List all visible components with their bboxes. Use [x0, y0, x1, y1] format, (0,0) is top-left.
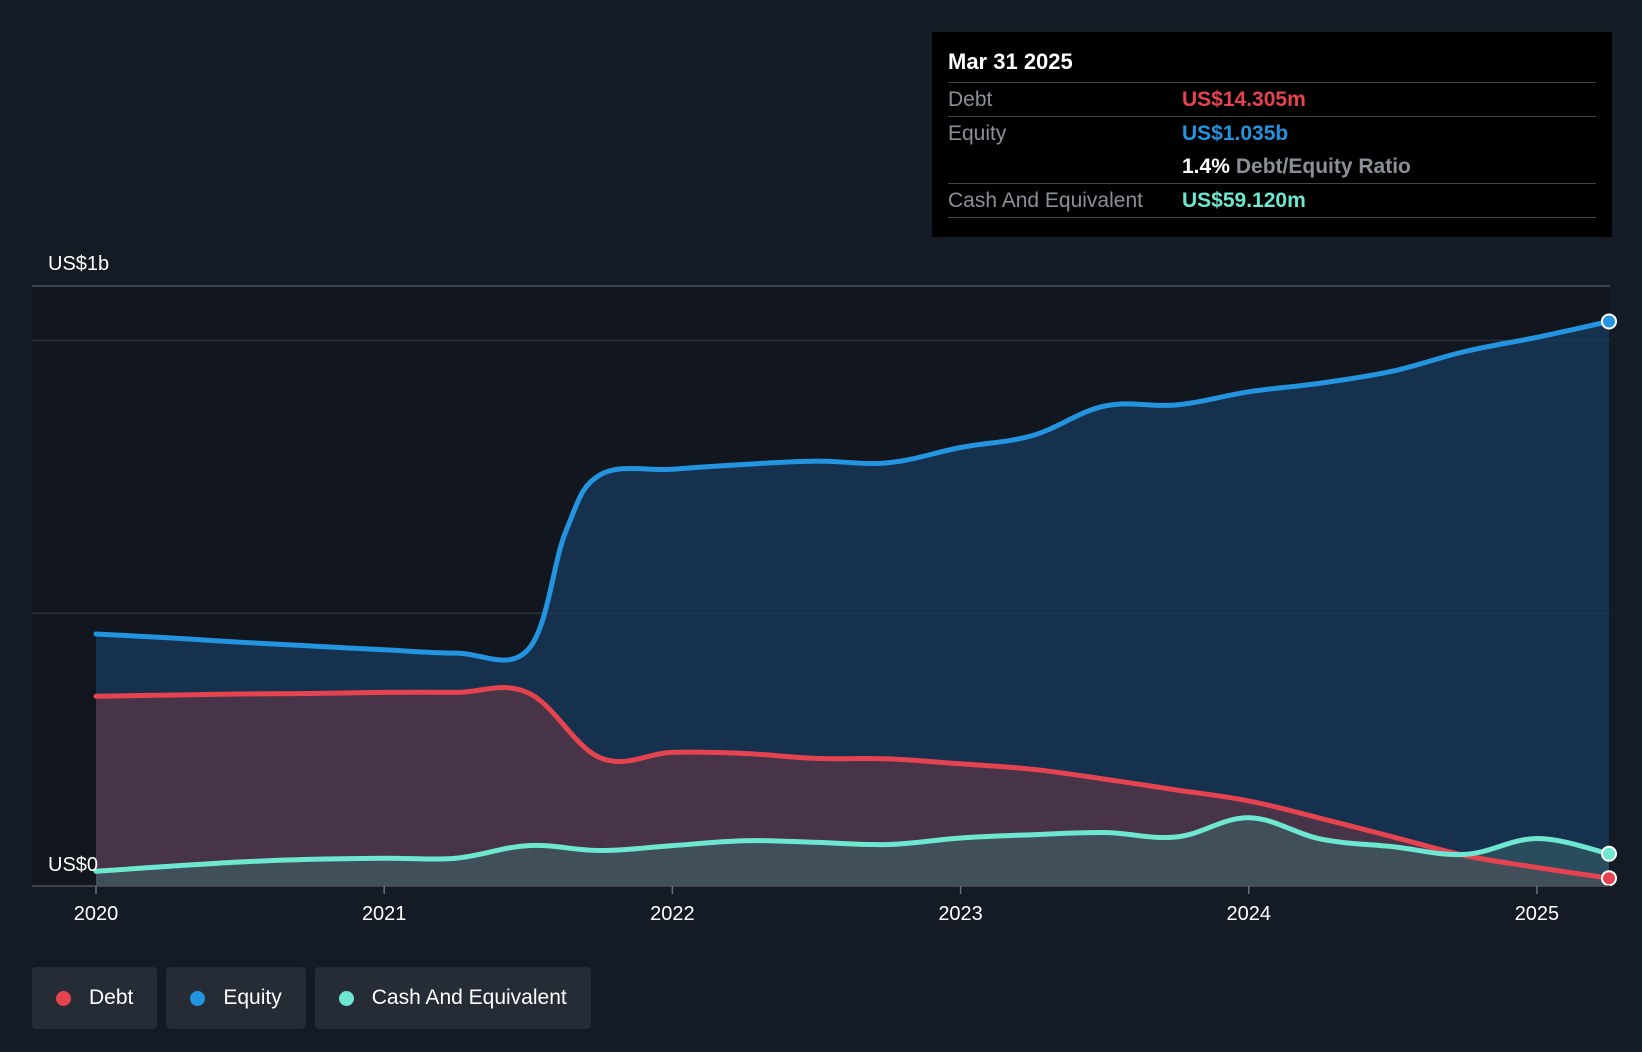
series-lines	[93, 319, 1612, 881]
legend-label-debt: Debt	[89, 986, 134, 1009]
tooltip-ratio-spacer	[948, 150, 1182, 183]
cash-and-equivalent-area	[96, 817, 1609, 886]
chart-legend: Debt Equity Cash And Equivalent	[32, 967, 591, 1029]
cash-dot-icon	[338, 990, 354, 1006]
debt-end-marker	[1601, 870, 1617, 887]
legend-item-debt[interactable]: Debt	[32, 967, 158, 1029]
x-tick-label-2024: 2024	[1227, 903, 1272, 925]
tooltip-equity-value: US$1.035b	[1182, 122, 1289, 145]
tooltip-debt-value: US$14.305m	[1182, 88, 1306, 111]
tooltip-ratio: 1.4% Debt/Equity Ratio	[1182, 150, 1411, 183]
data-tooltip: Mar 31 2025 Debt US$14.305m Equity US$1.…	[932, 32, 1612, 237]
cash-and-equivalent-line	[93, 815, 1612, 874]
x-tick-label-2023: 2023	[938, 903, 983, 925]
x-tick-label-2020: 2020	[74, 903, 119, 925]
equity-line	[93, 319, 1612, 663]
legend-item-equity[interactable]: Equity	[166, 967, 306, 1029]
tooltip-debt-row: Debt US$14.305m	[948, 83, 1596, 117]
tooltip-cash-value: US$59.120m	[1182, 189, 1306, 212]
y-tick-label-1: US$0	[48, 854, 98, 876]
series-areas	[96, 321, 1609, 886]
x-tick-label-2022: 2022	[650, 903, 695, 925]
tooltip-cash-row: Cash And Equivalent US$59.120m	[948, 184, 1596, 218]
x-tick-label-2021: 2021	[362, 903, 407, 925]
tooltip-equity-label: Equity	[948, 122, 1007, 145]
tooltip-cash-label: Cash And Equivalent	[948, 189, 1143, 212]
tooltip-equity-row: Equity US$1.035b	[948, 117, 1596, 150]
x-tick-label-2025: 2025	[1515, 903, 1560, 925]
tooltip-debt-label: Debt	[948, 88, 993, 111]
legend-label-equity: Equity	[223, 986, 282, 1009]
tooltip-ratio-label: Debt/Equity Ratio	[1235, 155, 1411, 178]
y-tick-label-0: US$1b	[48, 253, 109, 275]
equity-end-marker	[1601, 313, 1617, 330]
equity-dot-icon	[190, 990, 206, 1006]
debt-line	[93, 685, 1612, 881]
tooltip-ratio-row: 1.4% Debt/Equity Ratio	[948, 150, 1596, 184]
tooltip-date: Mar 31 2025	[948, 32, 1596, 83]
tooltip-ratio-value: 1.4%	[1182, 155, 1230, 178]
cash-and-equivalent-end-marker	[1601, 845, 1617, 862]
legend-item-cash[interactable]: Cash And Equivalent	[314, 967, 591, 1029]
series-end-markers	[1601, 313, 1617, 887]
axes: US$1b US$0 2020 2021 2022 2023 2024 2025	[32, 253, 1610, 925]
debt-dot-icon	[56, 990, 71, 1006]
legend-label-cash: Cash And Equivalent	[371, 986, 567, 1009]
